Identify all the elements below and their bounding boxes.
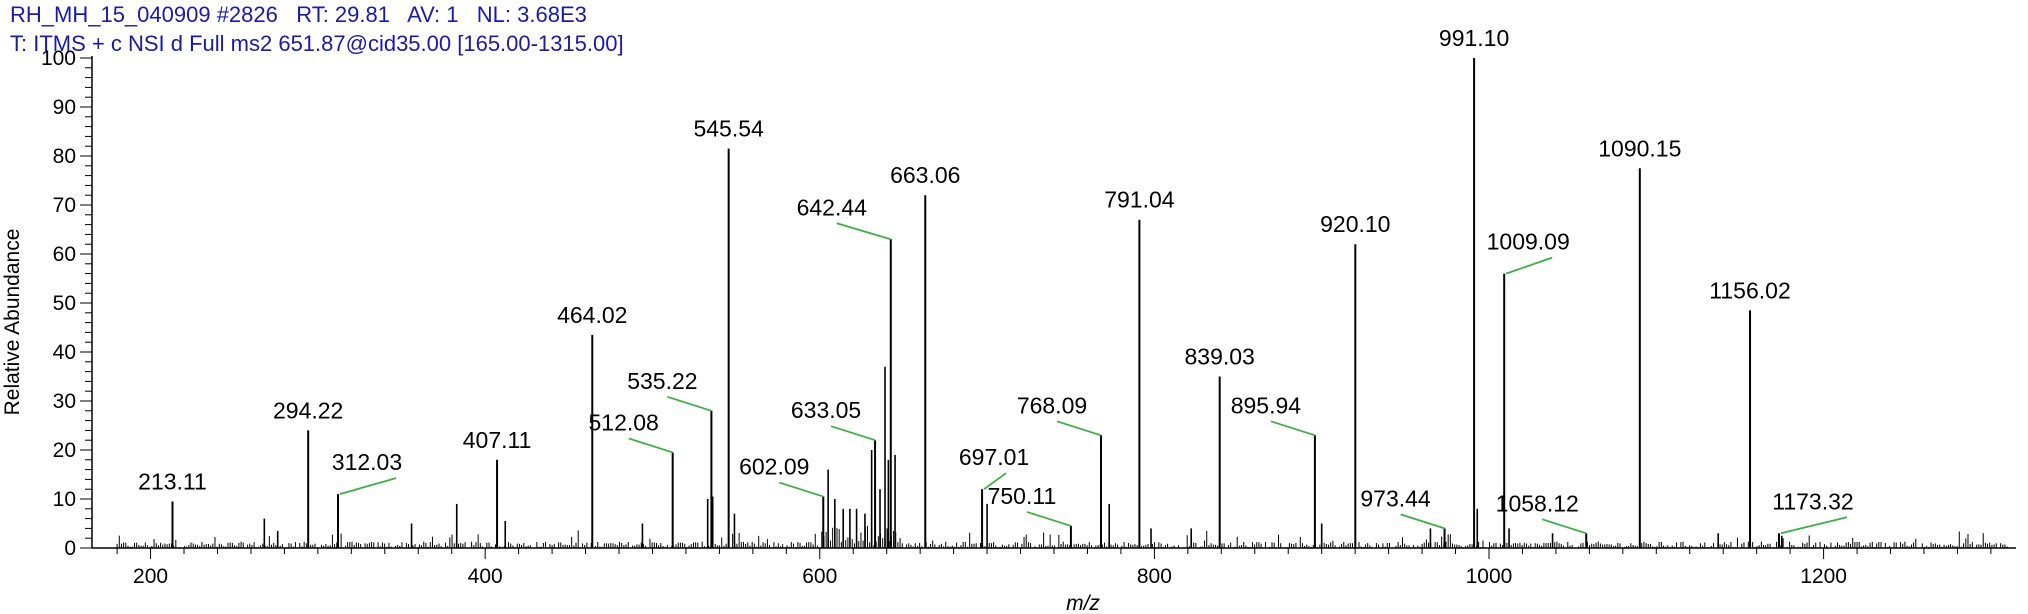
y-tick-label: 60 <box>53 243 76 266</box>
label-leader-lines <box>339 222 1848 535</box>
x-tick-label: 600 <box>802 565 837 588</box>
peak-label: 768.09 <box>1017 392 1087 418</box>
peak-label: 642.44 <box>797 194 868 220</box>
leader-line <box>1541 518 1587 535</box>
y-tick-label: 20 <box>53 439 76 462</box>
y-tick-label: 100 <box>41 47 76 70</box>
leader-line <box>1505 256 1553 275</box>
y-tick-label: 10 <box>53 488 76 511</box>
leader-line <box>1270 420 1316 437</box>
peak-labels: 213.11 294.22 312.03 407.11 464.02 512.08 535.… <box>138 25 1854 516</box>
peak-label: 1156.02 <box>1709 277 1790 303</box>
peak-label: 633.05 <box>791 397 861 423</box>
scan-header-line-2: T: ITMS + c NSI d Full ms2 651.87@cid35.… <box>10 31 624 56</box>
baseline-noise <box>116 525 2008 548</box>
axes: 0 10 20 30 40 50 60 70 80 90 100 200 400 600 800 1000 12… <box>41 47 2016 588</box>
x-tick-label: 1200 <box>1800 565 1847 588</box>
leader-line <box>1780 516 1848 535</box>
x-tick-label: 400 <box>468 565 503 588</box>
peak-label: 213.11 <box>138 468 207 494</box>
minor-peaks <box>263 366 1783 548</box>
leader-line <box>1400 513 1445 530</box>
peak-label: 407.11 <box>463 427 532 453</box>
peak-label: 697.01 <box>959 444 1029 470</box>
leader-line <box>836 222 892 241</box>
y-tick-label: 30 <box>53 390 76 413</box>
peak-label: 602.09 <box>739 454 809 480</box>
peak-label: 1058.12 <box>1496 490 1579 516</box>
peak-label: 1090.15 <box>1598 135 1681 161</box>
leader-line <box>339 477 397 495</box>
leader-line <box>778 481 824 498</box>
peak-label: 312.03 <box>332 449 402 475</box>
peak-label: 973.44 <box>1360 485 1431 511</box>
y-axis-title: Relative Abundance <box>1 229 24 416</box>
peak-label: 1173.32 <box>1772 488 1853 514</box>
peak-label: 1009.09 <box>1487 229 1570 255</box>
x-tick-label: 200 <box>133 565 168 588</box>
y-tick-label: 90 <box>53 96 76 119</box>
peak-label: 545.54 <box>693 116 764 142</box>
peak-label: 294.22 <box>273 397 343 423</box>
leader-line <box>1056 420 1102 437</box>
scan-header-line-1: RH_MH_15_040909 #2826 RT: 29.81 AV: 1 NL… <box>10 2 587 27</box>
peak-label: 464.02 <box>557 302 627 328</box>
y-tick-label: 50 <box>53 292 76 315</box>
peak-label: 535.22 <box>627 368 697 394</box>
scan-header: RH_MH_15_040909 #2826 RT: 29.81 AV: 1 NL… <box>10 0 624 58</box>
peak-label: 663.06 <box>890 162 960 188</box>
leader-line <box>667 395 712 412</box>
x-tick-label: 800 <box>1137 565 1172 588</box>
peak-label: 920.10 <box>1320 211 1390 237</box>
y-tick-label: 80 <box>53 145 76 168</box>
peak-label: 512.08 <box>589 409 659 435</box>
labeled-peaks <box>171 58 1780 548</box>
leader-line <box>1026 511 1072 527</box>
x-axis-title: m/z <box>1066 592 1100 614</box>
x-tick-label: 1000 <box>1466 565 1513 588</box>
y-tick-label: 70 <box>53 194 76 217</box>
peak-label: 791.04 <box>1104 187 1175 213</box>
peak-label: 991.10 <box>1439 25 1509 51</box>
leader-line <box>983 472 1007 490</box>
peak-label: 895.94 <box>1231 392 1302 418</box>
leader-line <box>830 425 876 442</box>
y-tick-label: 40 <box>53 341 76 364</box>
peak-label: 839.03 <box>1185 344 1255 370</box>
y-tick-label: 0 <box>64 537 76 560</box>
leader-line <box>628 437 673 454</box>
peak-label: 750.11 <box>988 483 1057 509</box>
